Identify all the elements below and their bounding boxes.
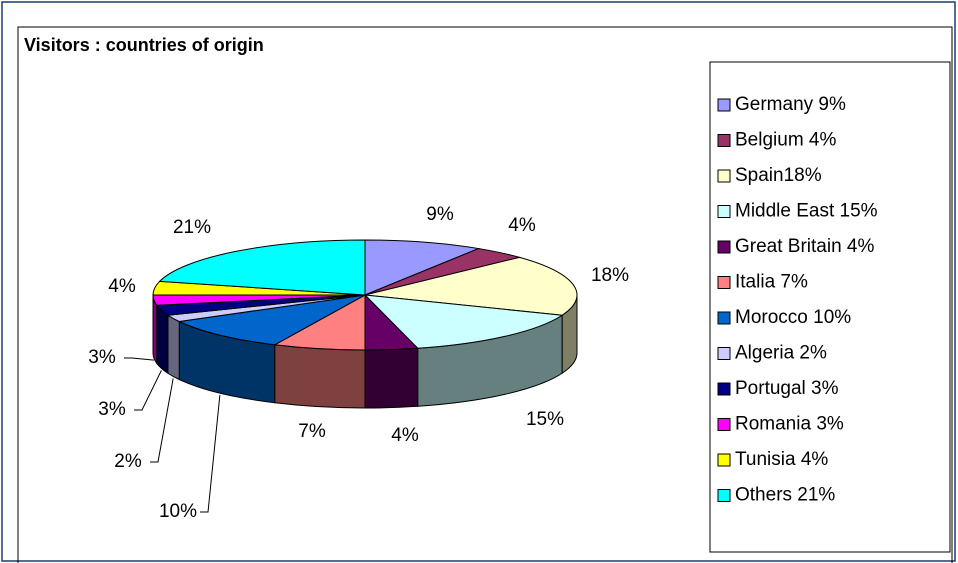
legend-swatch: [717, 169, 731, 183]
data-label: 3%: [98, 399, 126, 420]
slice: [363, 294, 564, 349]
legend-label: Germany 9%: [735, 94, 846, 115]
data-label: 3%: [88, 347, 116, 368]
legend-swatch: [717, 489, 731, 502]
slice-side: [156, 303, 169, 375]
legend-label: Spain18%: [735, 165, 822, 186]
legend-swatch: [717, 418, 731, 431]
legend-swatch: [717, 276, 731, 289]
data-label: 9%: [426, 204, 454, 225]
leader-line: [200, 395, 221, 513]
slice: [177, 294, 366, 346]
data-label: 4%: [508, 215, 536, 236]
legend-swatch: [717, 205, 731, 218]
slice-side: [167, 314, 180, 381]
slice-side: [364, 347, 419, 409]
legend-swatch: [717, 347, 731, 360]
legend-label: Italia 7%: [735, 272, 808, 293]
data-label: 2%: [114, 451, 142, 472]
legend-label: Algeria 2%: [735, 343, 827, 364]
legend-swatch: [717, 98, 731, 112]
data-label: 15%: [526, 409, 564, 430]
legend-label: Tunisia 4%: [735, 449, 828, 470]
slice-side: [274, 344, 366, 409]
legend-label: Others 21%: [735, 485, 835, 506]
legend-label: Belgium 4%: [735, 130, 836, 151]
legend-swatch: [717, 134, 731, 147]
data-label: 18%: [591, 265, 629, 286]
legend-label: Middle East 15%: [735, 201, 878, 222]
data-label: 4%: [391, 425, 419, 446]
data-label: 4%: [108, 276, 136, 297]
legend-label: Morocco 10%: [735, 307, 851, 328]
leader-line: [124, 357, 154, 361]
legend-swatch: [717, 453, 731, 467]
legend-label: Great Britain 4%: [735, 236, 874, 257]
legend-label: Portugal 3%: [735, 378, 839, 399]
legend-swatch: [717, 382, 731, 396]
legend-box: [709, 61, 951, 553]
slice: [364, 256, 578, 316]
legend-swatch: [717, 240, 731, 254]
data-label: 10%: [159, 501, 197, 522]
data-label: 21%: [173, 217, 211, 238]
leader-line: [134, 370, 162, 411]
slice: [158, 239, 366, 296]
chart-title: Visitors : countries of origin: [24, 35, 264, 55]
legend-label: Romania 3%: [735, 414, 844, 435]
legend-swatch: [717, 311, 731, 325]
data-label: 7%: [298, 421, 326, 442]
legend: Germany 9% Belgium 4% Spain18% Middle East …: [717, 94, 878, 506]
chart-area: [17, 26, 953, 563]
pie: 9% 4% 18% 15% 4% 7% 10% 2% 3% 3% 4% 21%: [88, 204, 629, 522]
slice: [364, 239, 481, 296]
leader-line: [150, 378, 174, 463]
